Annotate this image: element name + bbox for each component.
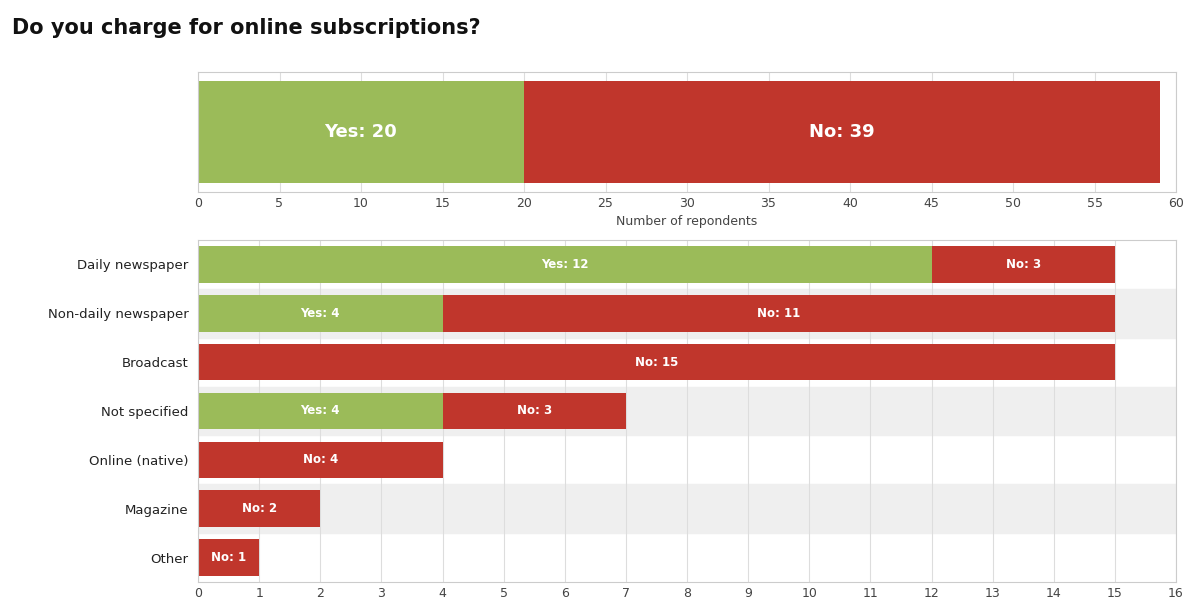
Bar [198,442,443,478]
Text: No: 15: No: 15 [635,356,678,368]
Text: No: 3: No: 3 [1006,258,1040,271]
Bar [443,295,1115,332]
Bar [198,246,931,283]
Bar [198,490,320,527]
Text: No: 4: No: 4 [302,454,338,466]
Bar [198,539,259,576]
Text: Yes: 4: Yes: 4 [300,307,340,320]
Bar [198,392,443,430]
Bar [524,81,1159,183]
Text: No: 39: No: 39 [809,123,875,141]
Text: Do you charge for online subscriptions?: Do you charge for online subscriptions? [12,18,481,38]
Text: Yes: 12: Yes: 12 [541,258,588,271]
Text: No: 3: No: 3 [517,404,552,418]
Bar [198,484,1176,533]
Text: Yes: 4: Yes: 4 [300,404,340,418]
Bar [198,386,1176,436]
Bar [198,295,443,332]
Bar [198,289,1176,338]
Text: No: 1: No: 1 [211,551,246,564]
Bar [198,81,524,183]
Bar [443,392,626,430]
Text: Yes: 20: Yes: 20 [325,123,397,141]
X-axis label: Number of repondents: Number of repondents [617,215,757,229]
Bar [198,344,1115,380]
Bar [931,246,1115,283]
Text: No: 11: No: 11 [757,307,800,320]
Text: No: 2: No: 2 [241,502,277,515]
